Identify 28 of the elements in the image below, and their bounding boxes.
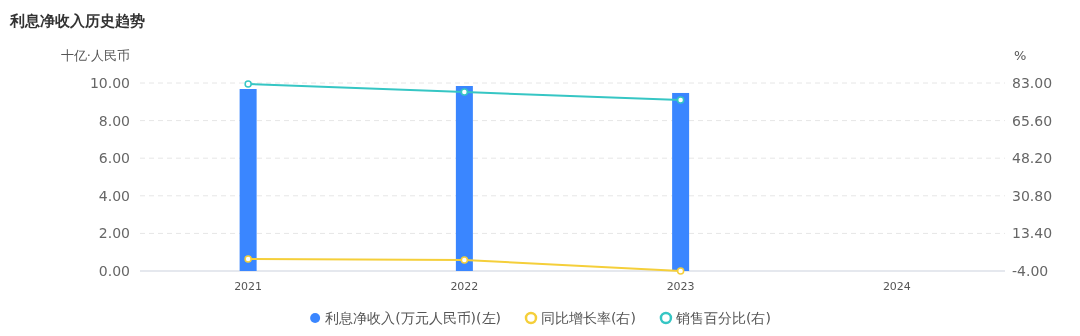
y2-axis-title: % xyxy=(1014,48,1027,63)
legend-label: 销售百分比(右) xyxy=(674,310,771,326)
point xyxy=(676,96,685,104)
point xyxy=(244,255,252,263)
legend-label: 同比增长率(右) xyxy=(540,310,636,326)
y2-tick-label: -4.00 xyxy=(1012,263,1049,279)
y2-tick-label: 83.00 xyxy=(1012,75,1053,91)
y-tick-label: 2.00 xyxy=(98,225,130,242)
x-tick-label: 2021 xyxy=(234,280,263,293)
y-tick-label: 8.00 xyxy=(98,112,130,129)
y2-tick-label: 65.60 xyxy=(1012,112,1053,129)
y2-tick-label: 48.20 xyxy=(1012,150,1053,167)
y-axis-title: 十亿·人民币 xyxy=(60,48,130,63)
y-tick-label: 6.00 xyxy=(98,150,130,167)
y-tick-label: 0.00 xyxy=(98,263,130,279)
chart-title: 利息净收入历史趋势 xyxy=(9,12,145,30)
y2-tick-label: 30.80 xyxy=(1012,187,1053,204)
y-tick-label: 10.00 xyxy=(89,75,130,91)
point xyxy=(460,88,469,96)
x-tick-label: 2023 xyxy=(666,280,695,293)
point xyxy=(460,256,469,264)
point xyxy=(676,267,685,275)
y-tick-label: 4.00 xyxy=(98,187,130,204)
legend-label: 利息净收入(万元人民币)(左) xyxy=(325,310,501,326)
x-tick-label: 2024 xyxy=(882,280,911,293)
point xyxy=(244,80,252,88)
x-tick-label: 2022 xyxy=(450,280,479,293)
y2-tick-label: 13.40 xyxy=(1012,225,1053,242)
